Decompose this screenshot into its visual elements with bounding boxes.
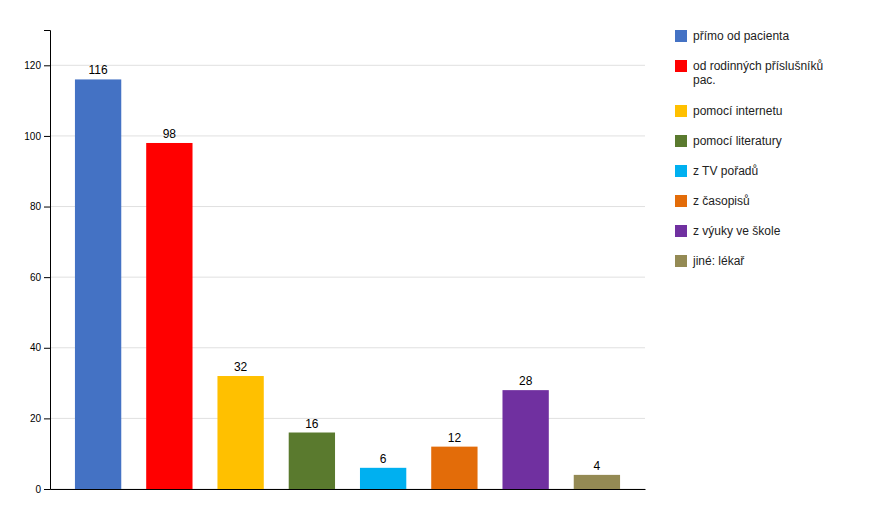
legend-label: přímo od pacienta [693,29,789,43]
legend-swatch [675,30,687,42]
y-tick-label: 120 [24,60,41,71]
legend-swatch [675,255,687,267]
y-tick: 0 [35,484,50,495]
legend-label: pomocí internetu [693,104,782,118]
bar [574,475,620,489]
bar [502,390,548,489]
data-label: 32 [234,360,248,374]
grid-line [50,206,645,207]
x-axis-line [51,489,646,490]
grid-line [50,135,645,136]
data-labels: 116 98 32 16 6 12 28 4 [89,63,601,472]
grid-line [50,418,645,419]
legend-item: z TV pořadů [675,164,758,178]
legend-label: z TV pořadů [693,164,758,178]
data-label: 98 [163,127,177,141]
y-tick-label: 100 [24,131,41,142]
x-axis [51,489,646,490]
data-label: 16 [305,417,319,431]
legend-swatch [675,165,687,177]
legend-item: pomocí internetu [675,104,782,118]
y-tick: 120 [24,60,50,71]
y-tick-mark [44,65,50,66]
legend-label: z časopisů [693,194,750,208]
legend-swatch [675,225,687,237]
y-tick-mark [44,277,50,278]
grid [50,65,645,489]
legend: přímo od pacienta od rodinných příslušník… [675,29,823,268]
legend-swatch [675,135,687,147]
y-tick: 100 [24,131,50,142]
y-tick: 40 [30,342,50,353]
grid-line [50,489,645,490]
y-tick: 80 [30,201,50,212]
y-tick-label: 40 [30,342,42,353]
data-label: 6 [380,452,387,466]
legend-label: od rodinných příslušníkůpac. [693,59,823,87]
legend-item: pomocí literatury [675,134,782,148]
data-label: 116 [89,63,108,77]
legend-item: od rodinných příslušníkůpac. [675,59,823,87]
y-axis-line [44,31,51,490]
legend-swatch [675,60,687,72]
grid-line [50,65,645,66]
grid-line [50,277,645,278]
y-tick-mark [44,136,50,137]
chart: 0 20 40 60 80 100 120 116 98 32 16 6 12 28 4 přímo od p… [0,0,885,519]
bar [146,143,192,489]
y-tick-label: 60 [30,272,42,283]
legend-label: jiné: lékař [692,254,745,268]
y-tick-mark [44,207,50,208]
y-tick-label: 0 [35,484,41,495]
legend-label: pomocí literatury [693,134,782,148]
y-tick-mark [44,418,50,419]
y-tick: 20 [30,413,50,424]
bar [360,468,406,489]
bar [431,447,477,489]
bar [217,376,263,489]
bar [289,433,335,489]
data-label: 12 [448,431,462,445]
legend-item: z výuky ve škole [675,224,781,238]
data-label: 28 [519,374,533,388]
y-tick-mark [44,489,50,490]
legend-item: jiné: lékař [675,254,745,268]
y-tick-label: 20 [30,413,42,424]
legend-swatch [675,105,687,117]
legend-label: z výuky ve škole [693,224,781,238]
data-label: 4 [594,459,601,473]
grid-line [50,347,645,348]
legend-item: z časopisů [675,194,750,208]
bars [75,79,620,489]
y-axis: 0 20 40 60 80 100 120 [24,31,50,495]
legend-swatch [675,195,687,207]
y-tick: 60 [30,272,50,283]
bar [75,79,121,489]
y-tick-label: 80 [30,201,42,212]
legend-item: přímo od pacienta [675,29,789,43]
y-tick-mark [44,348,50,349]
plot-area: 0 20 40 60 80 100 120 116 98 32 16 6 12 28 4 [24,31,645,495]
